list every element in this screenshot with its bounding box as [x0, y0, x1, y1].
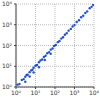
svg-text:10²: 10²: [50, 89, 61, 96]
svg-text:10¹: 10¹: [30, 89, 41, 96]
svg-text:10⁴: 10⁴: [8, 0, 13, 7]
svg-text:10⁰: 10⁰: [11, 89, 22, 96]
svg-text:10⁴: 10⁴: [89, 89, 92, 96]
svg-text:10²: 10²: [8, 42, 13, 49]
svg-text:10³: 10³: [69, 89, 80, 96]
svg-text:10³: 10³: [8, 21, 13, 28]
svg-text:10¹: 10¹: [8, 62, 13, 69]
svg-text:10⁰: 10⁰: [8, 83, 13, 90]
